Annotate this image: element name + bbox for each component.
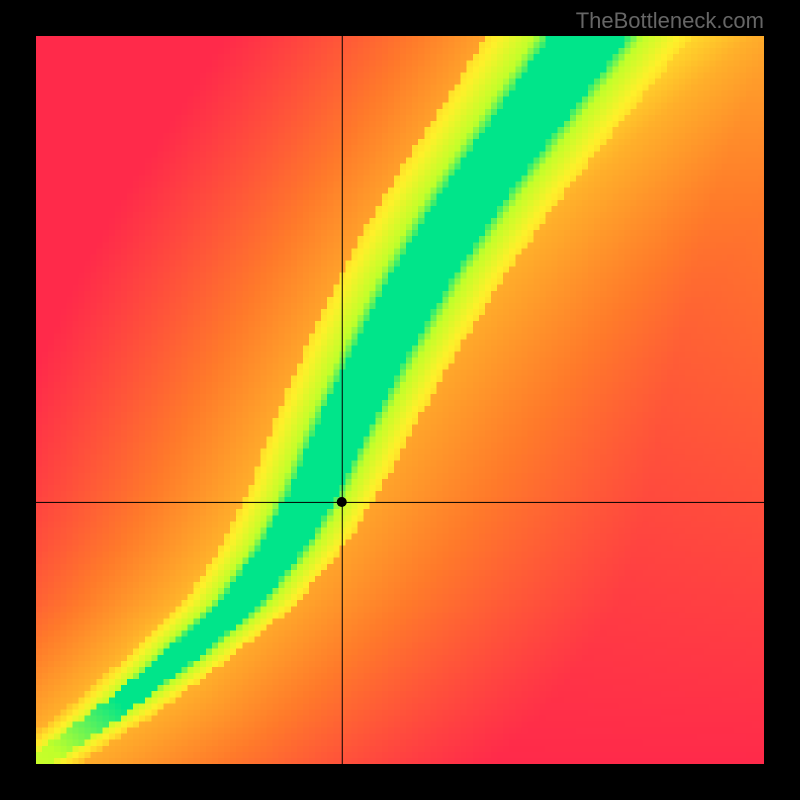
bottleneck-heatmap bbox=[36, 36, 764, 764]
chart-container: TheBottleneck.com bbox=[0, 0, 800, 800]
watermark-text: TheBottleneck.com bbox=[576, 8, 764, 34]
